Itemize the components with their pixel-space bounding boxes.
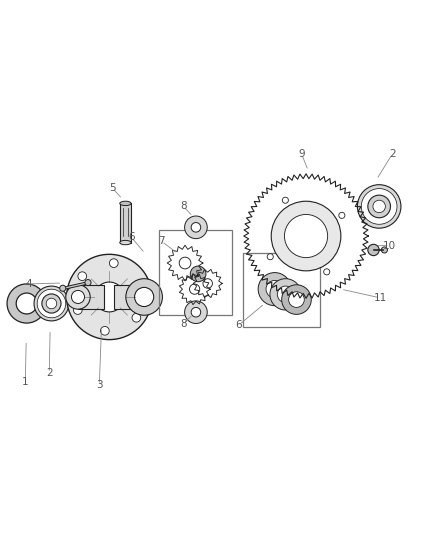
- Circle shape: [126, 279, 162, 315]
- Circle shape: [137, 279, 145, 288]
- Ellipse shape: [120, 201, 131, 206]
- Text: 8: 8: [180, 319, 187, 329]
- Ellipse shape: [120, 240, 131, 245]
- Circle shape: [271, 201, 341, 271]
- Bar: [78, 285, 104, 309]
- Circle shape: [134, 290, 147, 303]
- Bar: [120, 204, 131, 243]
- Circle shape: [66, 285, 90, 309]
- Text: 2: 2: [46, 368, 53, 378]
- Circle shape: [381, 247, 388, 253]
- Circle shape: [34, 286, 69, 321]
- Circle shape: [339, 212, 345, 219]
- Bar: [243, 254, 321, 327]
- Circle shape: [37, 289, 66, 318]
- Circle shape: [282, 285, 311, 314]
- Text: 3: 3: [96, 380, 102, 390]
- Circle shape: [190, 284, 200, 294]
- Circle shape: [283, 197, 288, 203]
- Circle shape: [203, 279, 212, 288]
- Text: 2: 2: [389, 149, 396, 159]
- Circle shape: [128, 285, 153, 309]
- Text: 10: 10: [383, 240, 396, 251]
- Circle shape: [267, 254, 273, 260]
- Circle shape: [110, 259, 118, 268]
- Circle shape: [7, 284, 46, 323]
- Circle shape: [185, 301, 207, 324]
- Text: 4: 4: [25, 279, 32, 289]
- Circle shape: [60, 285, 66, 292]
- Circle shape: [185, 216, 207, 239]
- Bar: [159, 230, 232, 315]
- Circle shape: [42, 294, 61, 313]
- Bar: [114, 285, 140, 309]
- Circle shape: [100, 326, 109, 335]
- Text: 5: 5: [109, 183, 116, 193]
- Text: 6: 6: [128, 232, 134, 242]
- Circle shape: [71, 290, 85, 303]
- Circle shape: [284, 214, 328, 257]
- Circle shape: [179, 257, 191, 269]
- Circle shape: [191, 308, 201, 317]
- Text: 7: 7: [158, 236, 165, 246]
- Circle shape: [368, 195, 391, 218]
- Text: 6: 6: [235, 320, 242, 330]
- Circle shape: [357, 184, 401, 228]
- Circle shape: [277, 286, 294, 303]
- Circle shape: [289, 292, 304, 308]
- Circle shape: [368, 244, 379, 256]
- Text: 11: 11: [374, 293, 387, 303]
- Circle shape: [67, 254, 152, 340]
- Circle shape: [78, 272, 87, 280]
- Circle shape: [361, 189, 397, 224]
- Circle shape: [46, 298, 57, 309]
- Circle shape: [191, 223, 201, 232]
- Text: 9: 9: [298, 149, 305, 159]
- Circle shape: [270, 279, 301, 310]
- Circle shape: [74, 305, 82, 314]
- Circle shape: [134, 287, 154, 306]
- Text: 8: 8: [180, 201, 187, 212]
- Text: 1: 1: [22, 377, 28, 387]
- Circle shape: [95, 282, 124, 312]
- Circle shape: [258, 272, 291, 305]
- Circle shape: [85, 279, 91, 286]
- Circle shape: [324, 269, 330, 275]
- Circle shape: [373, 200, 385, 213]
- Circle shape: [132, 313, 141, 322]
- Polygon shape: [62, 282, 88, 289]
- Circle shape: [266, 280, 283, 298]
- Circle shape: [16, 293, 37, 314]
- Circle shape: [190, 266, 206, 282]
